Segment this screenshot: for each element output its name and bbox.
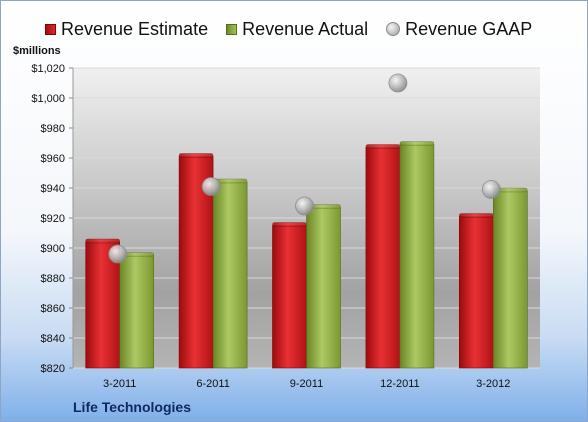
company-name: Life Technologies [73, 399, 191, 415]
bar-revenue-actual [492, 190, 528, 369]
legend-swatch-revenue-actual [226, 23, 238, 35]
point-revenue-gaap [481, 180, 501, 199]
bar-revenue-estimate-cap [365, 144, 401, 149]
bar-revenue-estimate [85, 241, 120, 369]
bar-revenue-actual [306, 207, 341, 369]
x-tick-label: 9-2011 [290, 378, 323, 390]
y-tick-label: $960 [41, 153, 65, 165]
x-axis-ticks: 3-2011 6-2011 9-2011 12-2011 3-2012 [103, 378, 510, 390]
y-tick-label: $880 [41, 273, 65, 285]
y-tick-label: $980 [41, 123, 65, 135]
x-tick-label: 3-2012 [476, 378, 510, 390]
legend-item-revenue-gaap: Revenue GAAP [386, 19, 532, 40]
bar-revenue-estimate [365, 147, 401, 369]
y-tick-label: $940 [41, 183, 65, 195]
y-axis-unit-label: $millions [13, 45, 61, 57]
bar-revenue-actual-cap [399, 141, 435, 146]
legend-item-revenue-actual: Revenue Actual [226, 19, 368, 40]
y-tick-label: $1,020 [31, 63, 65, 75]
legend-label-revenue-gaap: Revenue GAAP [405, 18, 533, 39]
bar-revenue-estimate-cap [178, 153, 214, 158]
legend-item-revenue-estimate: Revenue Estimate [45, 19, 208, 40]
x-tick-label: 6-2011 [196, 378, 229, 390]
x-tick-label: 3-2011 [103, 378, 136, 390]
y-axis-ticks: $820 $840 $860 $880 $900 $920 $940 $960 $980 $1,0… [31, 63, 74, 375]
bar-revenue-estimate [458, 216, 494, 369]
bar-revenue-estimate-cap [272, 222, 307, 227]
y-tick-label: $820 [41, 363, 65, 375]
y-tick-label: $920 [41, 213, 65, 225]
legend-swatch-revenue-estimate [45, 23, 56, 35]
point-revenue-gaap [201, 177, 221, 196]
legend-label-revenue-estimate: Revenue Estimate [61, 18, 209, 39]
legend-marker-revenue-gaap [386, 22, 401, 36]
point-revenue-gaap [388, 73, 408, 93]
gaap-points [108, 73, 501, 264]
y-tick-label: $900 [41, 243, 65, 255]
bar-revenue-estimate-cap [85, 238, 120, 244]
bar-revenue-actual [399, 144, 435, 369]
bars [85, 141, 528, 369]
bar-revenue-estimate [272, 225, 307, 369]
y-tick-label: $1,000 [31, 93, 65, 105]
legend: Revenue Estimate Revenue Actual Revenue … [45, 17, 550, 41]
bar-revenue-actual [119, 255, 154, 369]
point-revenue-gaap [108, 244, 128, 264]
legend-label-revenue-actual: Revenue Actual [242, 18, 369, 39]
bar-revenue-estimate-cap [459, 213, 494, 218]
bar-revenue-actual [212, 181, 248, 369]
point-revenue-gaap [295, 196, 314, 216]
x-tick-label: 12-2011 [380, 378, 420, 390]
y-tick-label: $860 [41, 303, 65, 315]
y-tick-label: $840 [41, 333, 65, 345]
